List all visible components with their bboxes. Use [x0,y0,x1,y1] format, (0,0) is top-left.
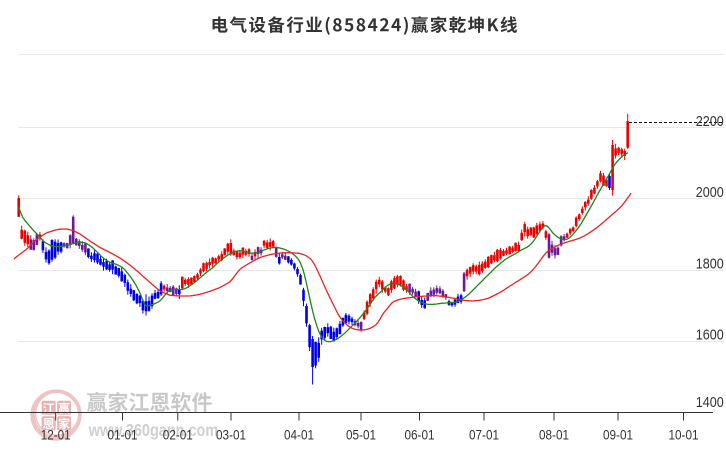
svg-text:02-01: 02-01 [163,427,193,443]
svg-text:10-01: 10-01 [669,427,699,443]
svg-text:04-01: 04-01 [284,427,314,443]
svg-text:03-01: 03-01 [216,427,246,443]
svg-text:1400: 1400 [696,394,724,411]
svg-text:2000: 2000 [696,184,724,201]
svg-text:06-01: 06-01 [405,427,435,443]
svg-text:01-01: 01-01 [108,427,138,443]
svg-text:1800: 1800 [696,255,724,272]
svg-text:12-01: 12-01 [41,427,71,443]
svg-text:2200: 2200 [696,113,724,130]
svg-text:www.360gann.com: www.360gann.com [88,420,218,440]
svg-text:08-01: 08-01 [539,427,569,443]
svg-text:05-01: 05-01 [346,427,376,443]
svg-text:1600: 1600 [696,327,724,344]
svg-text:07-01: 07-01 [469,427,499,443]
svg-text:09-01: 09-01 [603,427,633,443]
